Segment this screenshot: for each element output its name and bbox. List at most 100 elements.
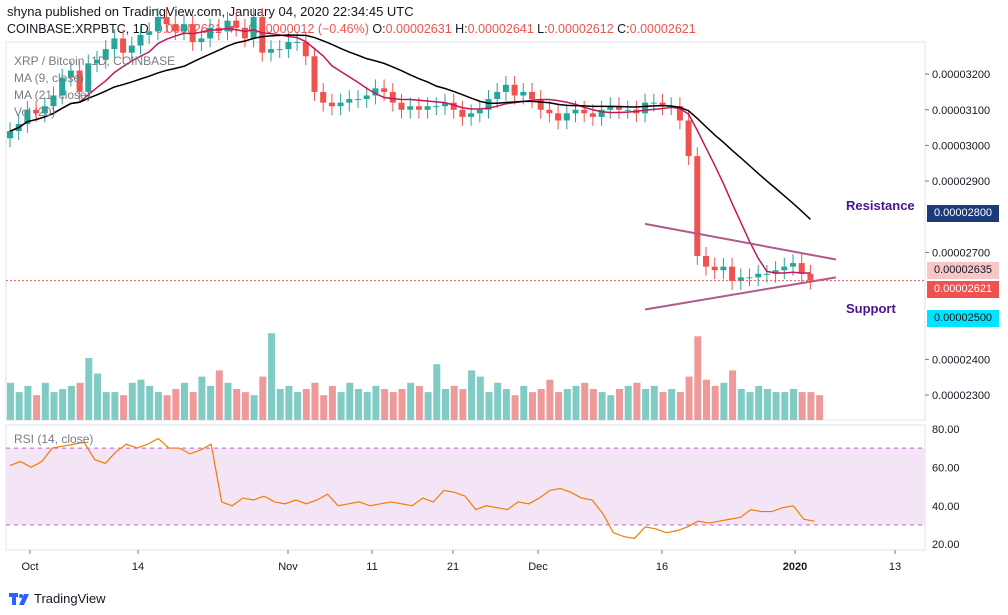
rsi-tick-label: 20.00 — [932, 539, 960, 551]
candle — [546, 109, 553, 114]
publisher-line: shyna published on TradingView.com, Janu… — [7, 4, 414, 19]
volume-bar — [320, 395, 328, 420]
candle — [598, 109, 605, 117]
candle — [320, 91, 327, 103]
candle — [146, 31, 153, 35]
candle — [268, 49, 274, 53]
support-label: Support — [846, 301, 896, 316]
candle — [763, 273, 770, 275]
close-value: 0.00002621 — [629, 22, 696, 36]
volume-bar — [215, 370, 223, 420]
candle — [337, 102, 344, 107]
x-tick-label: 2020 — [783, 561, 807, 573]
candle — [772, 270, 779, 274]
volume-bar — [41, 382, 49, 420]
candle — [276, 49, 283, 51]
candle — [650, 102, 657, 104]
legend-volume: Vol (20) — [14, 105, 56, 119]
legend-ma21: MA (21, close) — [14, 88, 91, 102]
volume-bar — [328, 385, 336, 420]
candle — [476, 109, 483, 114]
footer-brand[interactable]: TradingView — [34, 591, 106, 606]
candle — [154, 17, 161, 32]
x-tick-label: Nov — [278, 561, 298, 573]
volume-bar — [563, 389, 571, 420]
prev-close-price-tag: 0.00002635 — [927, 262, 999, 279]
candle — [85, 63, 92, 92]
candle — [59, 77, 66, 96]
candle — [233, 20, 240, 28]
support-price-tag: 0.00002500 — [927, 310, 999, 327]
volume-bar — [120, 395, 128, 420]
candle — [198, 38, 205, 42]
x-tick-label: 14 — [132, 561, 144, 573]
candle — [311, 56, 318, 92]
candle — [33, 109, 40, 114]
candle — [468, 113, 475, 117]
volume-bar — [224, 382, 232, 420]
volume-bar — [346, 382, 354, 420]
candle — [589, 113, 596, 117]
volume-bar — [337, 392, 345, 420]
volume-bar — [798, 392, 806, 420]
volume-bar — [59, 389, 67, 420]
volume-bar — [15, 392, 23, 420]
candle — [163, 17, 170, 25]
candle — [241, 27, 248, 39]
volume-bar — [276, 389, 284, 420]
volume-bar — [415, 385, 423, 420]
volume-bar — [111, 392, 119, 420]
volume-bar — [772, 392, 780, 420]
candle — [294, 42, 301, 43]
volume-bar — [259, 376, 267, 420]
volume-bar — [389, 392, 397, 420]
volume-bar — [624, 385, 632, 420]
volume-bar — [668, 389, 676, 420]
rsi-tick-label: 60.00 — [932, 462, 960, 474]
y-tick-label: 0.00002300 — [932, 390, 990, 402]
volume-bar — [555, 392, 563, 420]
volume-bar — [659, 392, 667, 420]
volume-bar — [763, 389, 771, 420]
symbol-label[interactable]: COINBASE:XRPBTC, 1D — [7, 22, 149, 36]
volume-bar — [711, 385, 719, 420]
volume-bar — [816, 395, 824, 420]
volume-bar — [268, 333, 275, 420]
rsi-tick-label: 40.00 — [932, 501, 960, 513]
candle — [355, 99, 361, 101]
candle — [616, 106, 622, 110]
volume-bar — [363, 392, 371, 420]
candle — [485, 99, 492, 110]
volume-bar — [529, 392, 536, 420]
volume-bar — [7, 382, 14, 420]
resistance-trendline — [644, 222, 837, 261]
volume-bar — [572, 385, 580, 420]
candle — [415, 106, 422, 110]
x-tick-label: 13 — [889, 561, 901, 573]
candle — [207, 27, 214, 39]
volume-bar — [703, 379, 710, 420]
volume-bar — [85, 358, 93, 420]
volume-bar — [302, 389, 310, 420]
volume-bar — [102, 392, 110, 420]
volume-bar — [24, 385, 32, 420]
volume-bar — [781, 392, 789, 420]
candle — [807, 273, 814, 281]
candle — [433, 106, 440, 108]
candle — [685, 120, 692, 157]
volume-bar — [398, 389, 406, 420]
low-value: 0.00002612 — [547, 22, 614, 36]
candle — [720, 266, 727, 271]
candle — [703, 255, 709, 267]
volume-bar — [294, 392, 302, 420]
low-label: L: — [537, 22, 548, 36]
open-value: 0.00002631 — [385, 22, 452, 36]
legend-title: XRP / Bitcoin, 1D, COINBASE — [14, 54, 176, 68]
candle — [50, 95, 57, 107]
volume-bar — [694, 336, 702, 420]
volume-bar — [154, 392, 162, 420]
ma9-line — [9, 27, 811, 274]
price-chart[interactable]: 0.00003200 0.00003100 0.00003000 0.00002900… — [0, 0, 1008, 584]
candle — [372, 88, 379, 96]
candle — [581, 109, 588, 114]
